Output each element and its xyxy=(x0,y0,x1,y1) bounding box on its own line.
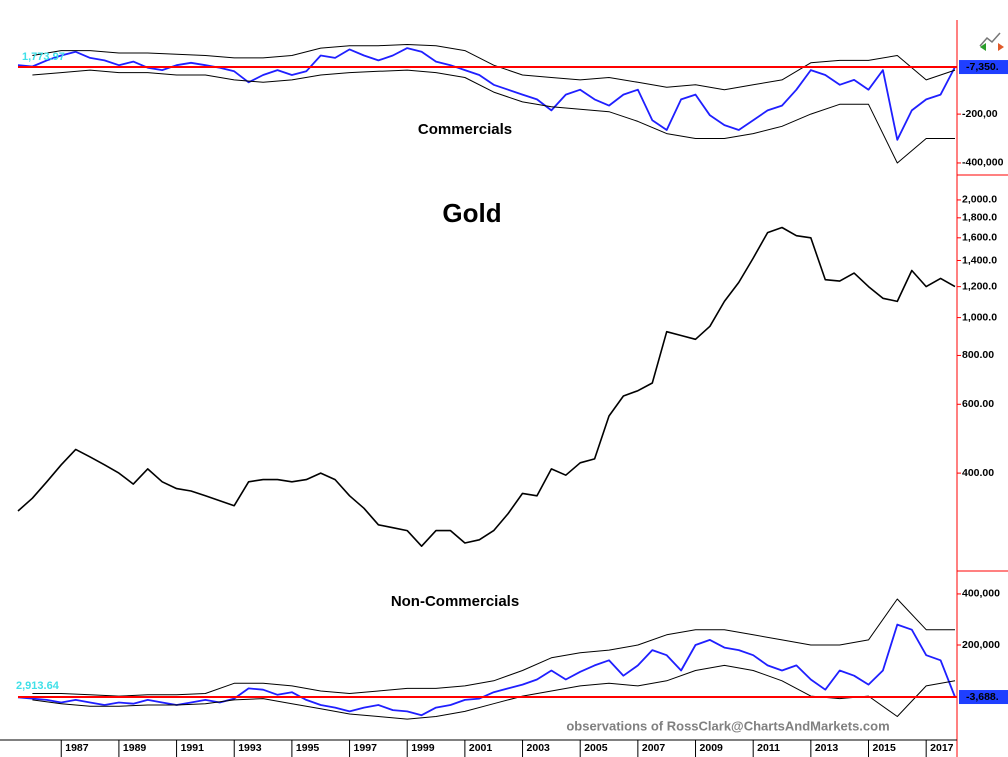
band-line xyxy=(32,664,956,720)
x-tick-label: 1987 xyxy=(65,742,89,754)
x-tick-label: 2011 xyxy=(757,742,780,754)
x-tick-label: 1991 xyxy=(181,742,205,754)
y-tick-label: -200,00 xyxy=(962,108,998,120)
band-line xyxy=(32,598,955,697)
x-tick-label: 2007 xyxy=(642,742,666,754)
y-tick-label: 2,000.0 xyxy=(962,194,997,206)
x-tick-label: 1989 xyxy=(123,742,147,754)
y-tick-label: 1,000.0 xyxy=(962,311,997,323)
y-tick-label: 400,000 xyxy=(962,588,1000,600)
band-line xyxy=(32,69,955,164)
x-tick-label: 2009 xyxy=(700,742,724,754)
y-tick-label: 800.00 xyxy=(962,349,994,361)
y-tick-label: 1,600.0 xyxy=(962,232,997,244)
x-tick-label: 2013 xyxy=(815,742,839,754)
x-tick-label: 2003 xyxy=(527,742,551,754)
y-tick-label: 400.00 xyxy=(962,467,994,479)
icon-arrow xyxy=(980,43,986,51)
y-tick-label: 1,400.0 xyxy=(962,254,997,266)
value-tag xyxy=(959,690,1008,705)
x-tick-label: 2005 xyxy=(584,742,608,754)
value-tag xyxy=(959,60,1008,75)
annotation: 2,913.64 xyxy=(16,680,60,692)
x-tick-label: 2001 xyxy=(469,742,493,754)
panel-title: Commercials xyxy=(418,121,512,138)
x-tick-label: 2017 xyxy=(930,742,954,754)
panel-title: Non-Commercials xyxy=(391,593,519,610)
x-tick-label: 1997 xyxy=(354,742,378,754)
footer: observations of RossClark@ChartsAndMarke… xyxy=(566,718,889,733)
data-line xyxy=(17,226,956,547)
y-tick-label: 1,800.0 xyxy=(962,212,997,224)
y-tick-label: -400,000 xyxy=(962,157,1004,169)
band-line xyxy=(32,44,956,91)
annotation: 1,773.97 xyxy=(22,51,65,63)
icon-arrow xyxy=(998,43,1004,51)
x-tick-label: 1993 xyxy=(238,742,262,754)
x-tick-label: 1999 xyxy=(411,742,435,754)
panel-title: Gold xyxy=(442,198,501,228)
value-tag-label: -7,350. xyxy=(966,61,999,73)
icon-line xyxy=(979,32,1001,47)
value-tag-label: -3,688. xyxy=(966,691,999,703)
y-tick-label: 200,000 xyxy=(962,639,1000,651)
toolbar-icon[interactable] xyxy=(979,32,1004,51)
data-line xyxy=(17,47,956,141)
x-tick-label: 2015 xyxy=(873,742,897,754)
y-tick-label: 1,200.0 xyxy=(962,280,997,292)
x-tick-label: 1995 xyxy=(296,742,320,754)
y-tick-label: 600.00 xyxy=(962,398,994,410)
